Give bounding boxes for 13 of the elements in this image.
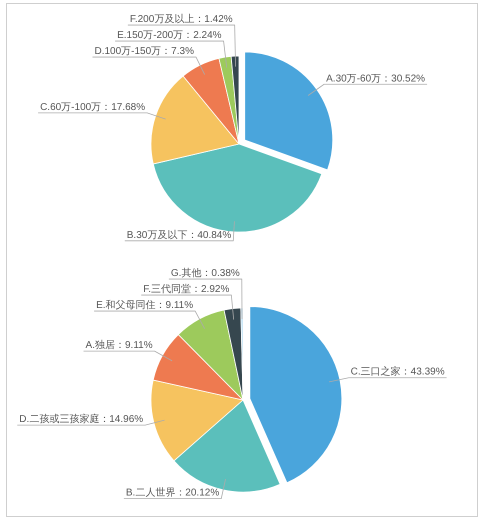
slice-label: A.30万-60万：30.52% [326, 73, 426, 84]
slice-label: E.150万-200万：2.24% [117, 30, 222, 42]
slice-label: F.200万及以上：1.42% [130, 13, 233, 26]
slice-label: G.其他：0.38% [170, 267, 240, 280]
slice-label: C.60万-100万：17.68% [40, 102, 146, 113]
slice-label: E.和父母同住：9.11% [96, 299, 194, 312]
slice-label: B.二人世界：20.12% [126, 486, 220, 499]
slice-label: C.三口之家：43.39% [350, 366, 445, 378]
slice-label: D.100万-150万：7.3% [94, 46, 194, 58]
slice-label: B.30万及以下：40.84% [126, 228, 232, 241]
slice-label: A.独居：9.11% [86, 339, 153, 352]
slice-label: D.二孩或三孩家庭：14.96% [19, 413, 144, 426]
slice-label: F.三代同堂：2.92% [143, 283, 230, 296]
